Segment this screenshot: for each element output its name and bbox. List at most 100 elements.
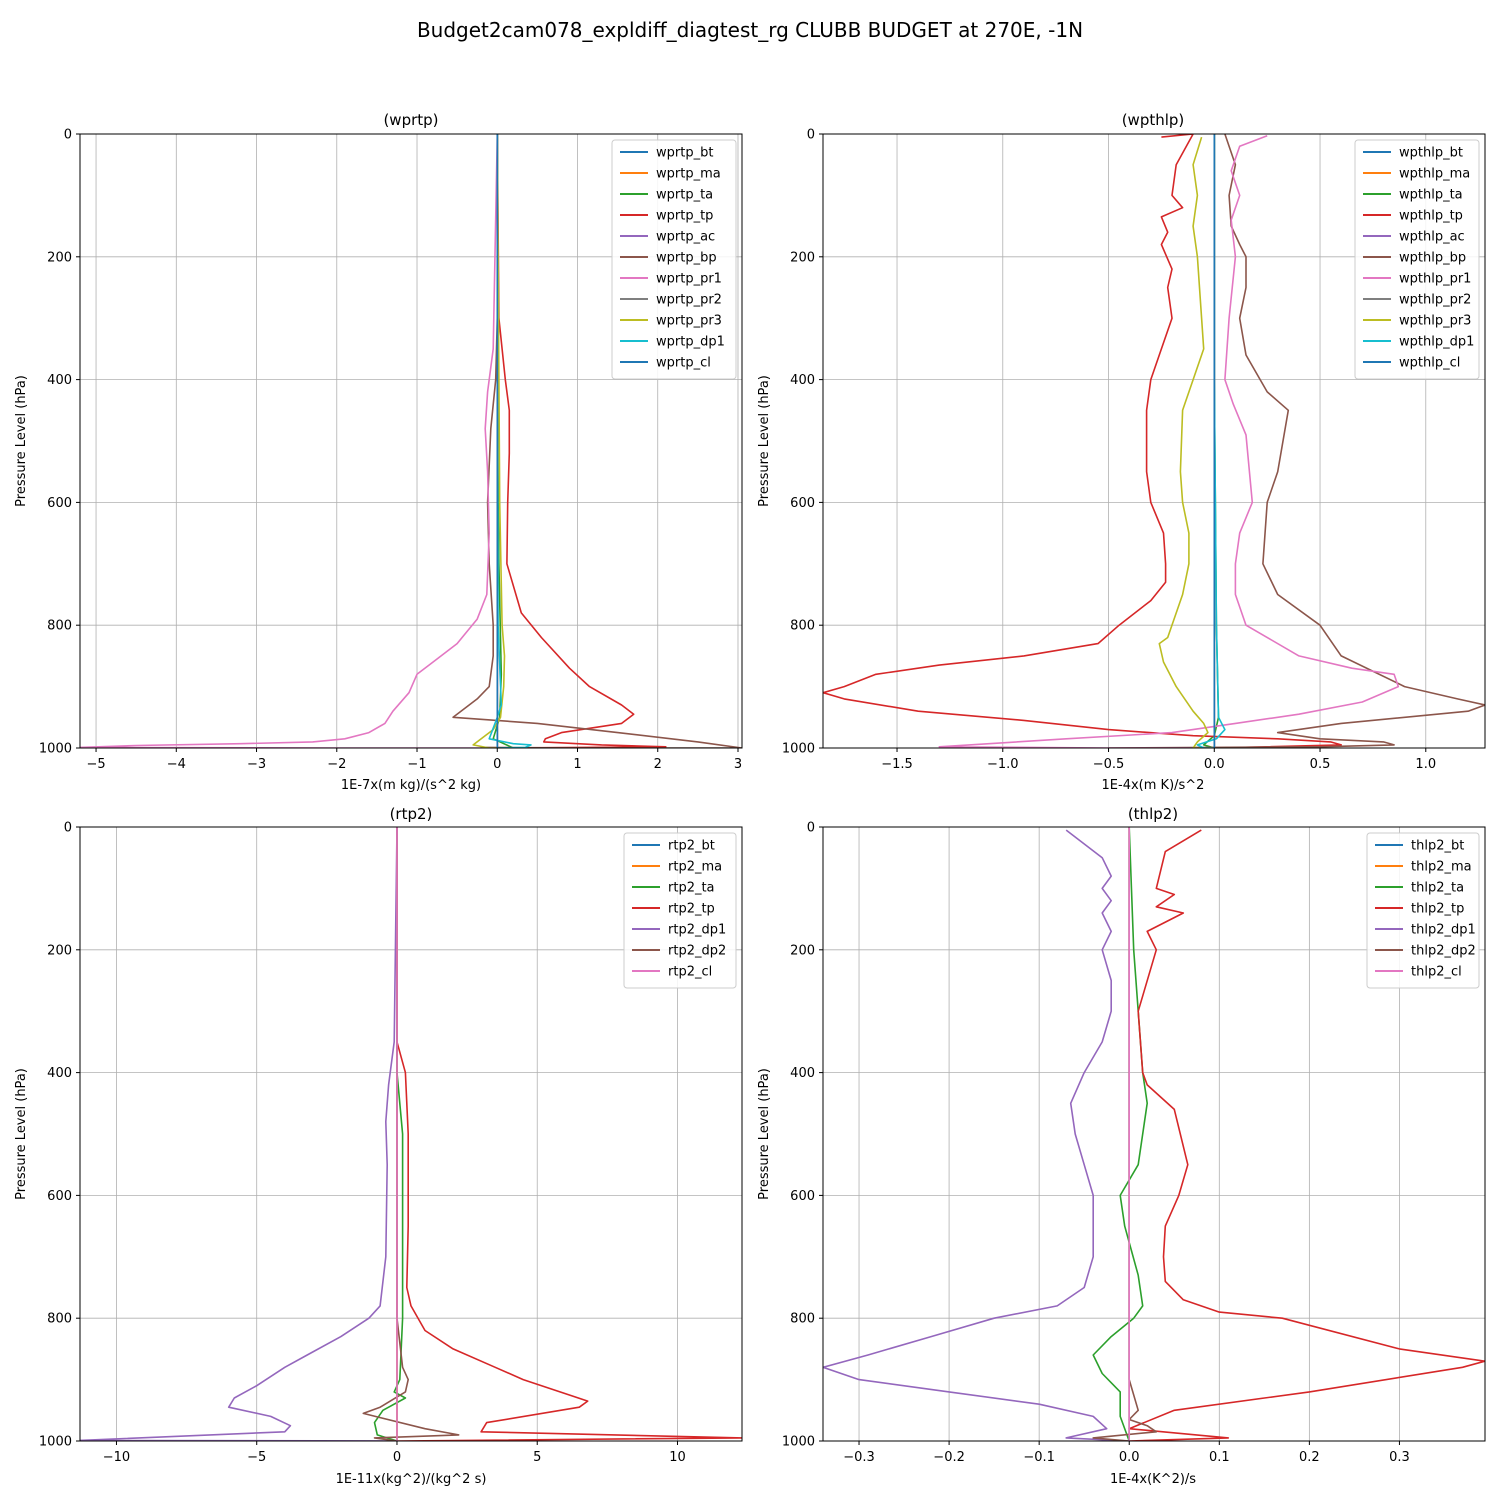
series-line-wpthlp_dp1 [1196,134,1226,748]
series-line-rtp2_dp2 [362,827,460,1441]
series-line-rtp2_ta [373,827,407,1441]
x-tick-label: 10 [669,1450,686,1465]
legend-label: wprtp_ta [656,188,713,203]
legend-label: wpthlp_pr2 [1399,293,1471,308]
series-line-rtp2_dp1 [80,827,398,1441]
series-line-wpthlp_ta [1202,134,1220,748]
y-tick-label: 200 [790,250,815,265]
panel-title: (rtp2) [390,805,433,823]
x-tick-label: −10 [103,1450,130,1465]
legend-label: rtp2_dp1 [668,923,726,938]
legend: thlp2_bt thlp2_ma thlp2_ta thlp2_tp thlp2_dp… [1366,832,1480,989]
axes-frame [79,133,743,749]
y-axis-label: Pressure Level (hPa) [757,375,772,507]
panel-title: (wpthlp) [1122,111,1185,129]
axes-frame [822,133,1486,749]
x-tick-label: 0.5 [1310,757,1331,772]
legend-label: thlp2_dp2 [1411,944,1476,959]
panel-wprtp: (wprtp) 1E-7x(m kg)/(s^2 kg) Pressure Le… [14,111,743,793]
x-tick-label: 3 [734,757,742,772]
x-tick-label: 0 [393,1450,401,1465]
x-tick-label: 0.0 [1119,1450,1140,1465]
legend-label: wpthlp_dp1 [1399,335,1474,350]
x-tick-label: 0.2 [1299,1450,1320,1465]
panel-wpthlp: (wpthlp) 1E-4x(m K)/s^2 Pressure Level (… [757,111,1486,793]
legend-label: thlp2_ta [1411,881,1464,896]
y-tick-label: 400 [790,373,815,388]
series-line-thlp2_tp [1128,829,1485,1441]
x-tick-label: −5 [86,757,105,772]
series-line-wpthlp_pr1 [938,135,1400,748]
y-axis-label: Pressure Level (hPa) [14,375,29,507]
legend-label: wprtp_ma [656,167,721,182]
legend-label: rtp2_cl [668,965,712,980]
x-tick-label: −5 [247,1450,266,1465]
series-line-wprtp_pr3 [472,134,506,748]
y-tick-label: 1000 [39,742,72,757]
legend-label: wprtp_dp1 [656,335,725,350]
y-axis-label: Pressure Level (hPa) [757,1068,772,1200]
y-tick-label: 400 [47,1066,72,1081]
legend-label: rtp2_ma [668,860,722,875]
legend-label: wprtp_ac [656,230,715,245]
legend-label: wpthlp_pr1 [1399,272,1471,287]
legend-label: wprtp_bp [656,251,717,266]
y-tick-label: 200 [47,250,72,265]
panel-rtp2: (rtp2) 1E-11x(kg^2)/(kg^2 s) Pressure Le… [14,805,743,1487]
x-tick-label: −1 [407,757,426,772]
y-tick-label: 200 [790,943,815,958]
series-line-wprtp_tp [496,134,667,748]
x-tick-label: −0.5 [1093,757,1125,772]
legend-label: wprtp_tp [656,209,713,224]
x-tick-label: −0.2 [933,1450,965,1465]
legend-label: wprtp_pr1 [656,272,722,287]
y-tick-label: 400 [47,373,72,388]
x-tick-label: 5 [533,1450,541,1465]
series-line-thlp2_ta [1092,827,1148,1441]
x-axis-label: 1E-4x(K^2)/s [1110,1472,1196,1487]
legend: rtp2_bt rtp2_ma rtp2_ta rtp2_tp rtp2_dp1 rtp2… [623,832,737,989]
panel-title: (wprtp) [383,111,438,129]
panel-thlp2: (thlp2) 1E-4x(K^2)/s Pressure Level (hPa… [757,805,1486,1487]
legend-label: wpthlp_ma [1399,167,1470,182]
legend-label: thlp2_cl [1411,965,1462,980]
x-tick-label: −1.5 [881,757,913,772]
x-axis-label: 1E-11x(kg^2)/(kg^2 s) [336,1472,487,1487]
x-tick-label: −1.0 [987,757,1019,772]
legend-label: wpthlp_pr3 [1399,314,1471,329]
legend-label: wpthlp_tp [1399,209,1463,224]
figure-title: Budget2cam078_expldiff_diagtest_rg CLUBB… [417,18,1083,42]
x-tick-label: −4 [167,757,186,772]
y-tick-label: 600 [47,1189,72,1204]
y-tick-label: 800 [47,619,72,634]
legend: wpthlp_bt wpthlp_ma wpthlp_ta wpthlp_tpwpth… [1354,139,1480,380]
x-tick-label: −0.3 [843,1450,875,1465]
y-tick-label: 1000 [782,742,815,757]
x-tick-label: 0.1 [1209,1450,1230,1465]
x-tick-label: 0.0 [1204,757,1225,772]
y-tick-label: 0 [807,128,815,143]
series-line-wprtp_bp [452,134,742,748]
series-line-wpthlp_tp [823,134,1342,748]
x-tick-label: 0 [493,757,501,772]
legend-label: rtp2_dp2 [668,944,726,959]
legend-label: wprtp_pr2 [656,293,722,308]
y-tick-label: 600 [47,496,72,511]
legend-label: thlp2_tp [1411,902,1464,917]
legend-label: wprtp_cl [656,356,711,371]
legend-label: wpthlp_ta [1399,188,1463,203]
legend-label: wprtp_bt [656,146,713,161]
y-tick-label: 0 [64,128,72,143]
series-line-rtp2_tp [396,827,742,1441]
x-axis-label: 1E-4x(m K)/s^2 [1102,778,1205,793]
legend-label: wprtp_pr3 [656,314,722,329]
x-tick-label: 1 [573,757,581,772]
y-tick-label: 0 [807,821,815,836]
series-line-thlp2_dp2 [1092,827,1158,1441]
legend-label: rtp2_bt [668,839,715,854]
axes-frame [79,826,743,1442]
y-tick-label: 1000 [782,1435,815,1450]
x-tick-label: 1.0 [1415,757,1436,772]
legend-label: thlp2_bt [1411,839,1464,854]
